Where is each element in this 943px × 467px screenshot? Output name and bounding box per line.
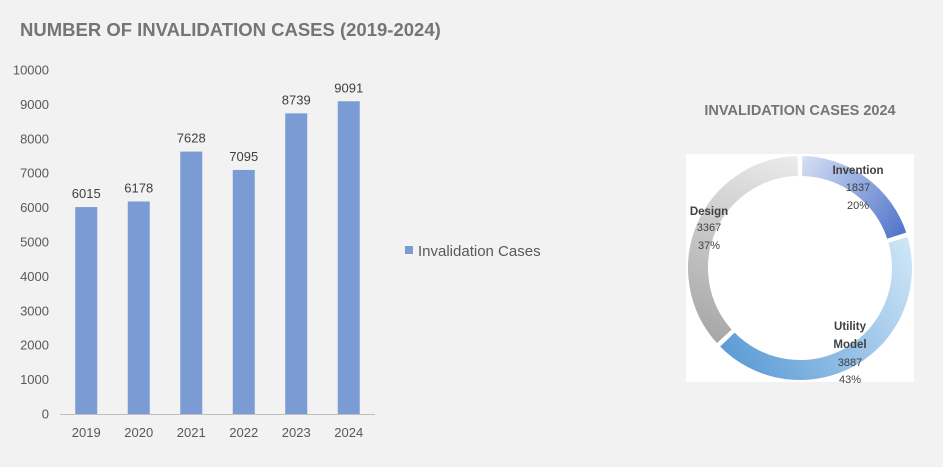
y-tick-label: 5000 [20,235,49,250]
donut-slice-invention [800,153,909,242]
y-tick-label: 8000 [20,131,49,146]
bar-2021 [180,151,203,414]
donut-label-name: Design [690,206,728,218]
donut-label-name: Invention [832,165,883,177]
bar-data-label: 8739 [282,92,311,107]
x-tick-label: 2024 [334,425,363,440]
donut-label-value: 1837 [846,182,870,194]
x-tick-label: 2023 [282,425,311,440]
donut-label-name: Model [833,339,866,351]
x-tick-label: 2019 [72,425,101,440]
bar-data-label: 9091 [334,80,363,95]
y-tick-label: 10000 [13,63,49,78]
donut-label-percent: 20% [847,200,869,212]
legend-label: Invalidation Cases [418,243,541,260]
bar-2022 [232,169,255,414]
bar-data-label: 7628 [177,131,206,146]
x-tick-label: 2022 [229,425,258,440]
bar-2020 [127,201,150,414]
y-tick-label: 3000 [20,303,49,318]
donut-label-name: Utility [834,321,867,333]
y-tick-label: 0 [42,407,49,422]
y-tick-label: 6000 [20,200,49,215]
x-tick-label: 2021 [177,425,206,440]
bar-2023 [285,113,308,414]
y-tick-label: 7000 [20,166,49,181]
x-tick-label: 2020 [124,425,153,440]
donut-label-value: 3367 [697,222,721,234]
bar-2019 [75,207,98,414]
donut-slice-utility-model [717,234,914,382]
y-tick-label: 2000 [20,338,49,353]
donut-label-percent: 37% [698,240,720,252]
y-tick-label: 4000 [20,269,49,284]
y-tick-label: 9000 [20,97,49,112]
donut-label-value: 3887 [838,357,862,369]
y-tick-label: 1000 [20,372,49,387]
donut-label-percent: 43% [839,374,861,386]
bar-data-label: 7095 [229,149,258,164]
bar-chart-title: NUMBER OF INVALIDATION CASES (2019-2024) [20,19,441,40]
bar-2024 [337,101,360,415]
bar-data-label: 6015 [72,186,101,201]
donut-slice-design [686,153,800,346]
bar-legend: Invalidation Cases [405,243,541,260]
bar-chart: NUMBER OF INVALIDATION CASES (2019-2024)… [13,19,541,440]
donut-chart-title: INVALIDATION CASES 2024 [704,103,895,119]
legend-swatch [405,246,413,254]
bar-data-label: 6178 [124,180,153,195]
